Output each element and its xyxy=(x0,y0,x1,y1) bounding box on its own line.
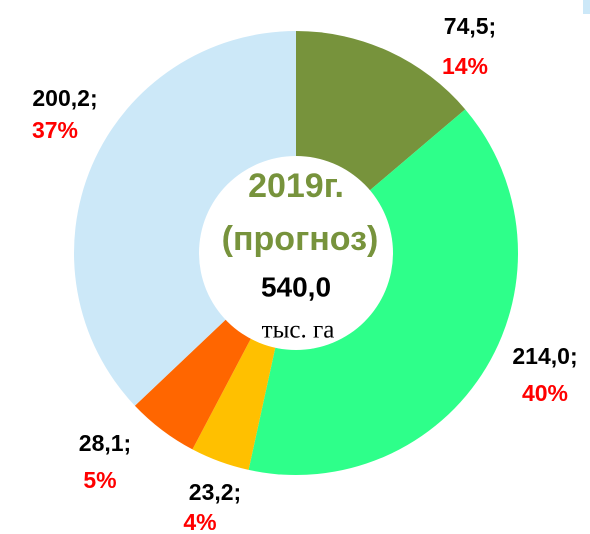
value-label: 74,5; xyxy=(444,13,496,39)
percent-label: 37% xyxy=(32,117,78,143)
percent-label: 40% xyxy=(522,380,568,406)
center-unit: тыс. га xyxy=(262,317,335,344)
decoration xyxy=(583,0,590,14)
value-label: 214,0; xyxy=(512,343,577,369)
wedge xyxy=(74,31,297,406)
center-total: 540,0 xyxy=(261,271,331,302)
value-label: 28,1; xyxy=(79,430,131,456)
center-year: 2019г. xyxy=(248,167,344,205)
value-label: 200,2; xyxy=(32,85,97,111)
percent-label: 14% xyxy=(442,53,488,79)
percent-label: 5% xyxy=(83,467,116,493)
center-note: (прогноз) xyxy=(222,220,379,258)
donut-hole xyxy=(199,156,393,350)
percent-label: 4% xyxy=(183,509,216,534)
value-label: 23,2; xyxy=(189,479,241,505)
